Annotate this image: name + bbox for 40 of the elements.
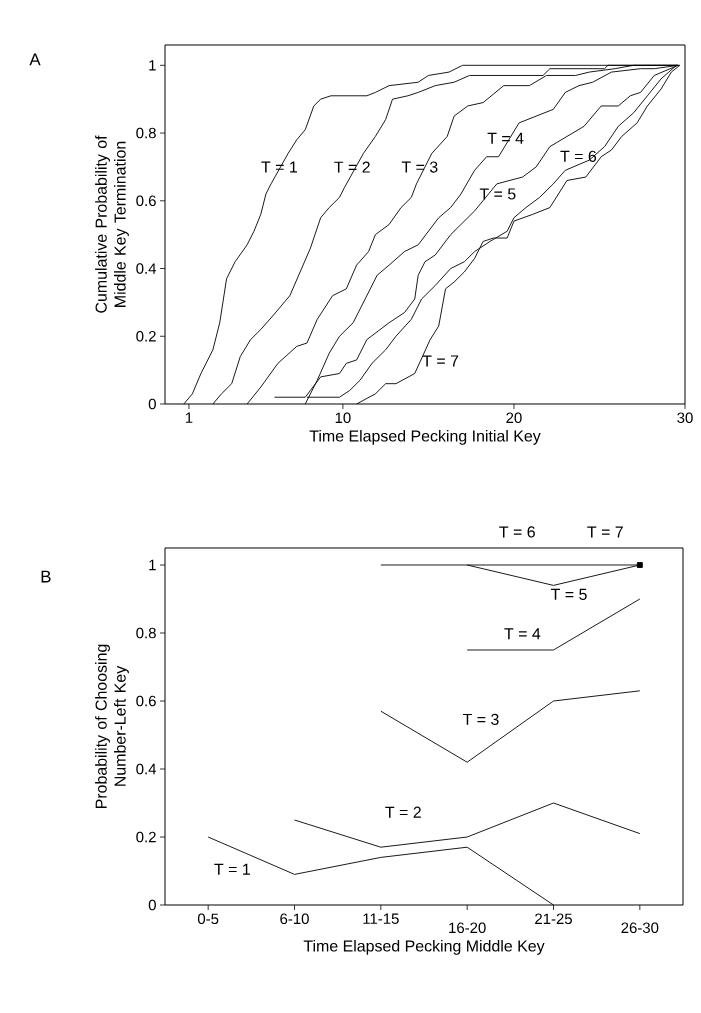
series-label: T = 1 [214,863,250,875]
x-tick-label: 26-30 [621,922,659,934]
series-label: T = 2 [334,161,370,173]
y-tick-label: 0 [148,899,156,911]
series-label: T = 2 [385,806,421,818]
x-tick-label: 21-25 [535,913,572,925]
series-label: T = 3 [462,713,499,725]
y-tick-label: 0.8 [136,127,156,139]
x-tick-label: 10 [335,412,351,424]
x-tick-label: 16-20 [449,922,486,934]
series-label: T = 7 [587,526,623,538]
x-tick-label: 30 [677,412,693,424]
y-tick-label: 0.6 [136,195,156,207]
x-tick-label: 0-5 [197,913,219,925]
y-axis-title: Cumulative Probability of Middle Key Termination [95,135,129,313]
y-tick-label: 1 [149,60,156,71]
series-label: T = 5 [479,188,516,200]
x-tick-label: 20 [506,412,522,424]
chart-title: A [29,53,41,66]
y-tick-label: 0.4 [136,263,157,274]
text: B [41,570,51,583]
x-axis-title: Time Elapsed Pecking Initial Key [309,429,541,445]
y-tick-label: 0.4 [136,763,157,775]
y-tick-label: 0.2 [136,831,156,843]
x-tick-label: 11-15 [363,913,399,924]
y-tick-label: 0 [148,398,156,410]
series-label: T = 4 [487,132,524,144]
series-label: T = 6 [499,526,535,538]
y-tick-label: 1 [149,559,156,571]
series-label: T = 3 [401,161,438,173]
series-label: T = 5 [551,588,587,600]
y-tick-label: 0.8 [136,627,156,639]
x-tick-label: 1 [185,412,193,423]
x-axis-title: Time Elapsed Pecking Middle Key [303,939,545,955]
y-tick-label: 0.6 [136,695,156,707]
series-label: T = 7 [422,355,459,367]
x-tick-label: 6-10 [280,913,309,925]
y-axis-title: Probability of Choosing Number-Left Key [95,644,129,809]
series-label: T = 4 [504,628,541,640]
y-tick-label: 0.2 [136,330,156,342]
